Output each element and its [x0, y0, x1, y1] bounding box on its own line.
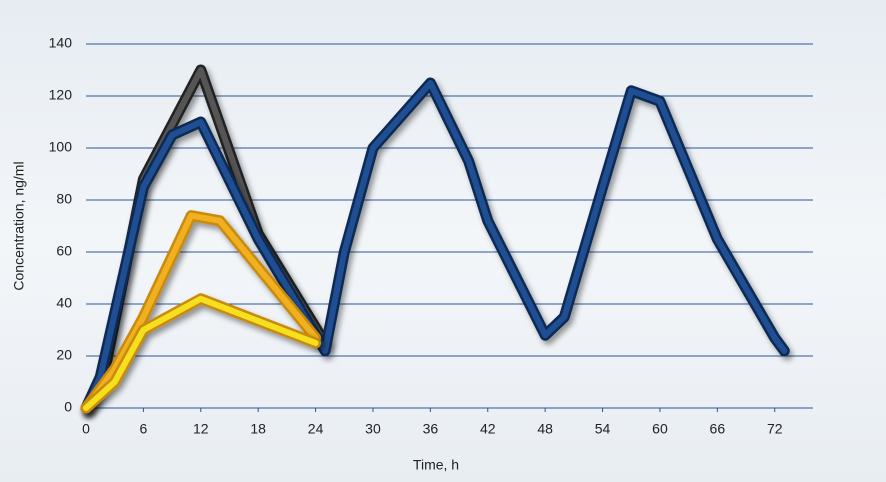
x-tick-label: 36: [423, 421, 439, 437]
x-axis-label: Time, h: [413, 457, 459, 473]
x-tick-label: 42: [480, 421, 496, 437]
x-tick-label: 72: [767, 421, 783, 437]
x-tick-label: 48: [537, 421, 553, 437]
line: [83, 212, 319, 411]
x-tick-label: 24: [308, 421, 324, 437]
line: [83, 80, 788, 411]
y-tick-label: 60: [56, 243, 72, 259]
y-tick-label: 0: [64, 399, 72, 415]
y-tick-label: 20: [56, 347, 72, 363]
y-axis-label: Concentration, ng/ml: [11, 161, 27, 290]
line-outline: [80, 77, 790, 414]
x-tick-label: 60: [652, 421, 668, 437]
x-tick-label: 66: [710, 421, 726, 437]
x-tick-label: 30: [365, 421, 381, 437]
x-tick-label: 54: [595, 421, 611, 437]
y-tick-label: 120: [49, 87, 73, 103]
x-tick-label: 12: [193, 421, 209, 437]
y-tick-label: 40: [56, 295, 72, 311]
y-tick-label: 80: [56, 191, 72, 207]
x-tick-label: 0: [82, 421, 90, 437]
y-tick-label: 140: [49, 35, 73, 51]
x-tick-label: 6: [139, 421, 147, 437]
y-tick-label: 100: [49, 139, 73, 155]
x-tick-label: 18: [250, 421, 266, 437]
line: [83, 295, 319, 411]
